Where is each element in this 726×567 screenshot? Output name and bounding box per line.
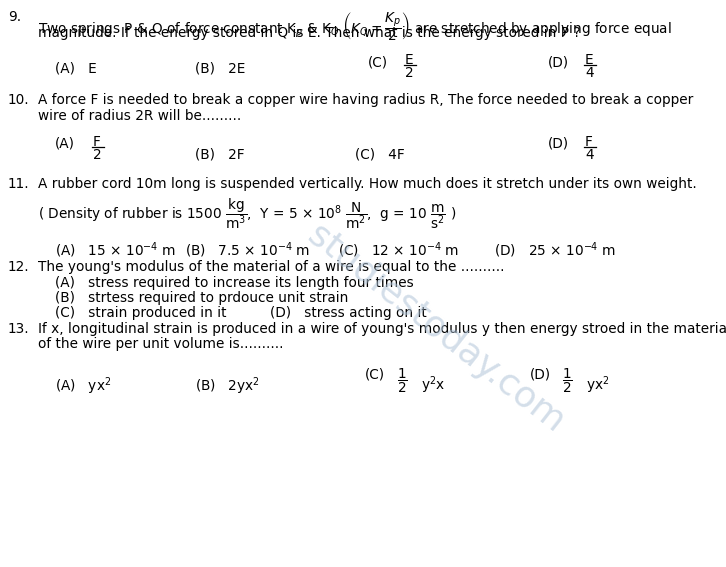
- Text: of the wire per unit volume is..........: of the wire per unit volume is..........: [38, 337, 283, 351]
- Text: $\dfrac{1}{2}$: $\dfrac{1}{2}$: [397, 367, 408, 395]
- Text: F: F: [93, 135, 101, 149]
- Text: (D)   stress acting on it: (D) stress acting on it: [270, 306, 427, 320]
- Text: (A)   15 $\times$ 10$^{-4}$ m: (A) 15 $\times$ 10$^{-4}$ m: [55, 240, 176, 260]
- Text: (A)   yx$^2$: (A) yx$^2$: [55, 375, 111, 396]
- Text: wire of radius 2R will be.........: wire of radius 2R will be.........: [38, 109, 241, 123]
- Text: (B)   2F: (B) 2F: [195, 147, 245, 161]
- Text: 12.: 12.: [8, 260, 30, 274]
- Text: (D)   25 $\times$ 10$^{-4}$ m: (D) 25 $\times$ 10$^{-4}$ m: [494, 240, 616, 260]
- Text: (D): (D): [530, 367, 551, 381]
- Text: (C): (C): [368, 55, 388, 69]
- Text: (B)   strtess required to prdouce unit strain: (B) strtess required to prdouce unit str…: [55, 291, 348, 305]
- Text: y$^2$x: y$^2$x: [421, 374, 445, 396]
- Text: (A)   stress required to increase its length four times: (A) stress required to increase its leng…: [55, 276, 414, 290]
- Text: ( Density of rubber is 1500 $\dfrac{\rm kg}{\rm m^3}$,  Y = 5 $\times$ 10$^8$ $\: ( Density of rubber is 1500 $\dfrac{\rm …: [38, 196, 456, 231]
- Text: 2: 2: [405, 66, 414, 80]
- Text: 4: 4: [585, 66, 594, 80]
- Text: 13.: 13.: [8, 322, 30, 336]
- Text: F: F: [585, 135, 593, 149]
- Text: (C)   4F: (C) 4F: [355, 147, 405, 161]
- Text: (D): (D): [548, 55, 569, 69]
- Text: magnitude. If the energy stored in Q is E. Then what is the energy stored in P ?: magnitude. If the energy stored in Q is …: [38, 26, 581, 40]
- Text: 11.: 11.: [8, 177, 30, 191]
- Text: Two springs P & Q of force constant K$_p$ & K$_Q$ $\left(K_Q = \dfrac{K_p}{2}\ri: Two springs P & Q of force constant K$_p…: [38, 10, 672, 43]
- Text: (C): (C): [365, 367, 385, 381]
- Text: (B)   2E: (B) 2E: [195, 62, 245, 76]
- Text: (A): (A): [55, 137, 75, 151]
- Text: $\dfrac{1}{2}$: $\dfrac{1}{2}$: [562, 367, 573, 395]
- Text: E: E: [585, 53, 594, 67]
- Text: If x, longitudinal strain is produced in a wire of young's modulus y then energy: If x, longitudinal strain is produced in…: [38, 322, 726, 336]
- Text: 10.: 10.: [8, 93, 30, 107]
- Text: A rubber cord 10m long is suspended vertically. How much does it stretch under i: A rubber cord 10m long is suspended vert…: [38, 177, 697, 191]
- Text: yx$^2$: yx$^2$: [586, 374, 609, 396]
- Text: studiestoday.com: studiestoday.com: [301, 218, 571, 439]
- Text: (A)   E: (A) E: [55, 62, 97, 76]
- Text: The young's modulus of the material of a wire is equal to the ..........: The young's modulus of the material of a…: [38, 260, 505, 274]
- Text: (C)   12 $\times$ 10$^{-4}$ m: (C) 12 $\times$ 10$^{-4}$ m: [338, 240, 459, 260]
- Text: (B)   2yx$^2$: (B) 2yx$^2$: [195, 375, 260, 396]
- Text: E: E: [405, 53, 414, 67]
- Text: (D): (D): [548, 137, 569, 151]
- Text: (C)   strain produced in it: (C) strain produced in it: [55, 306, 227, 320]
- Text: 9.: 9.: [8, 10, 21, 24]
- Text: A force F is needed to break a copper wire having radius R, The force needed to : A force F is needed to break a copper wi…: [38, 93, 693, 107]
- Text: (B)   7.5 $\times$ 10$^{-4}$ m: (B) 7.5 $\times$ 10$^{-4}$ m: [185, 240, 310, 260]
- Text: 2: 2: [93, 148, 102, 162]
- Text: 4: 4: [585, 148, 594, 162]
